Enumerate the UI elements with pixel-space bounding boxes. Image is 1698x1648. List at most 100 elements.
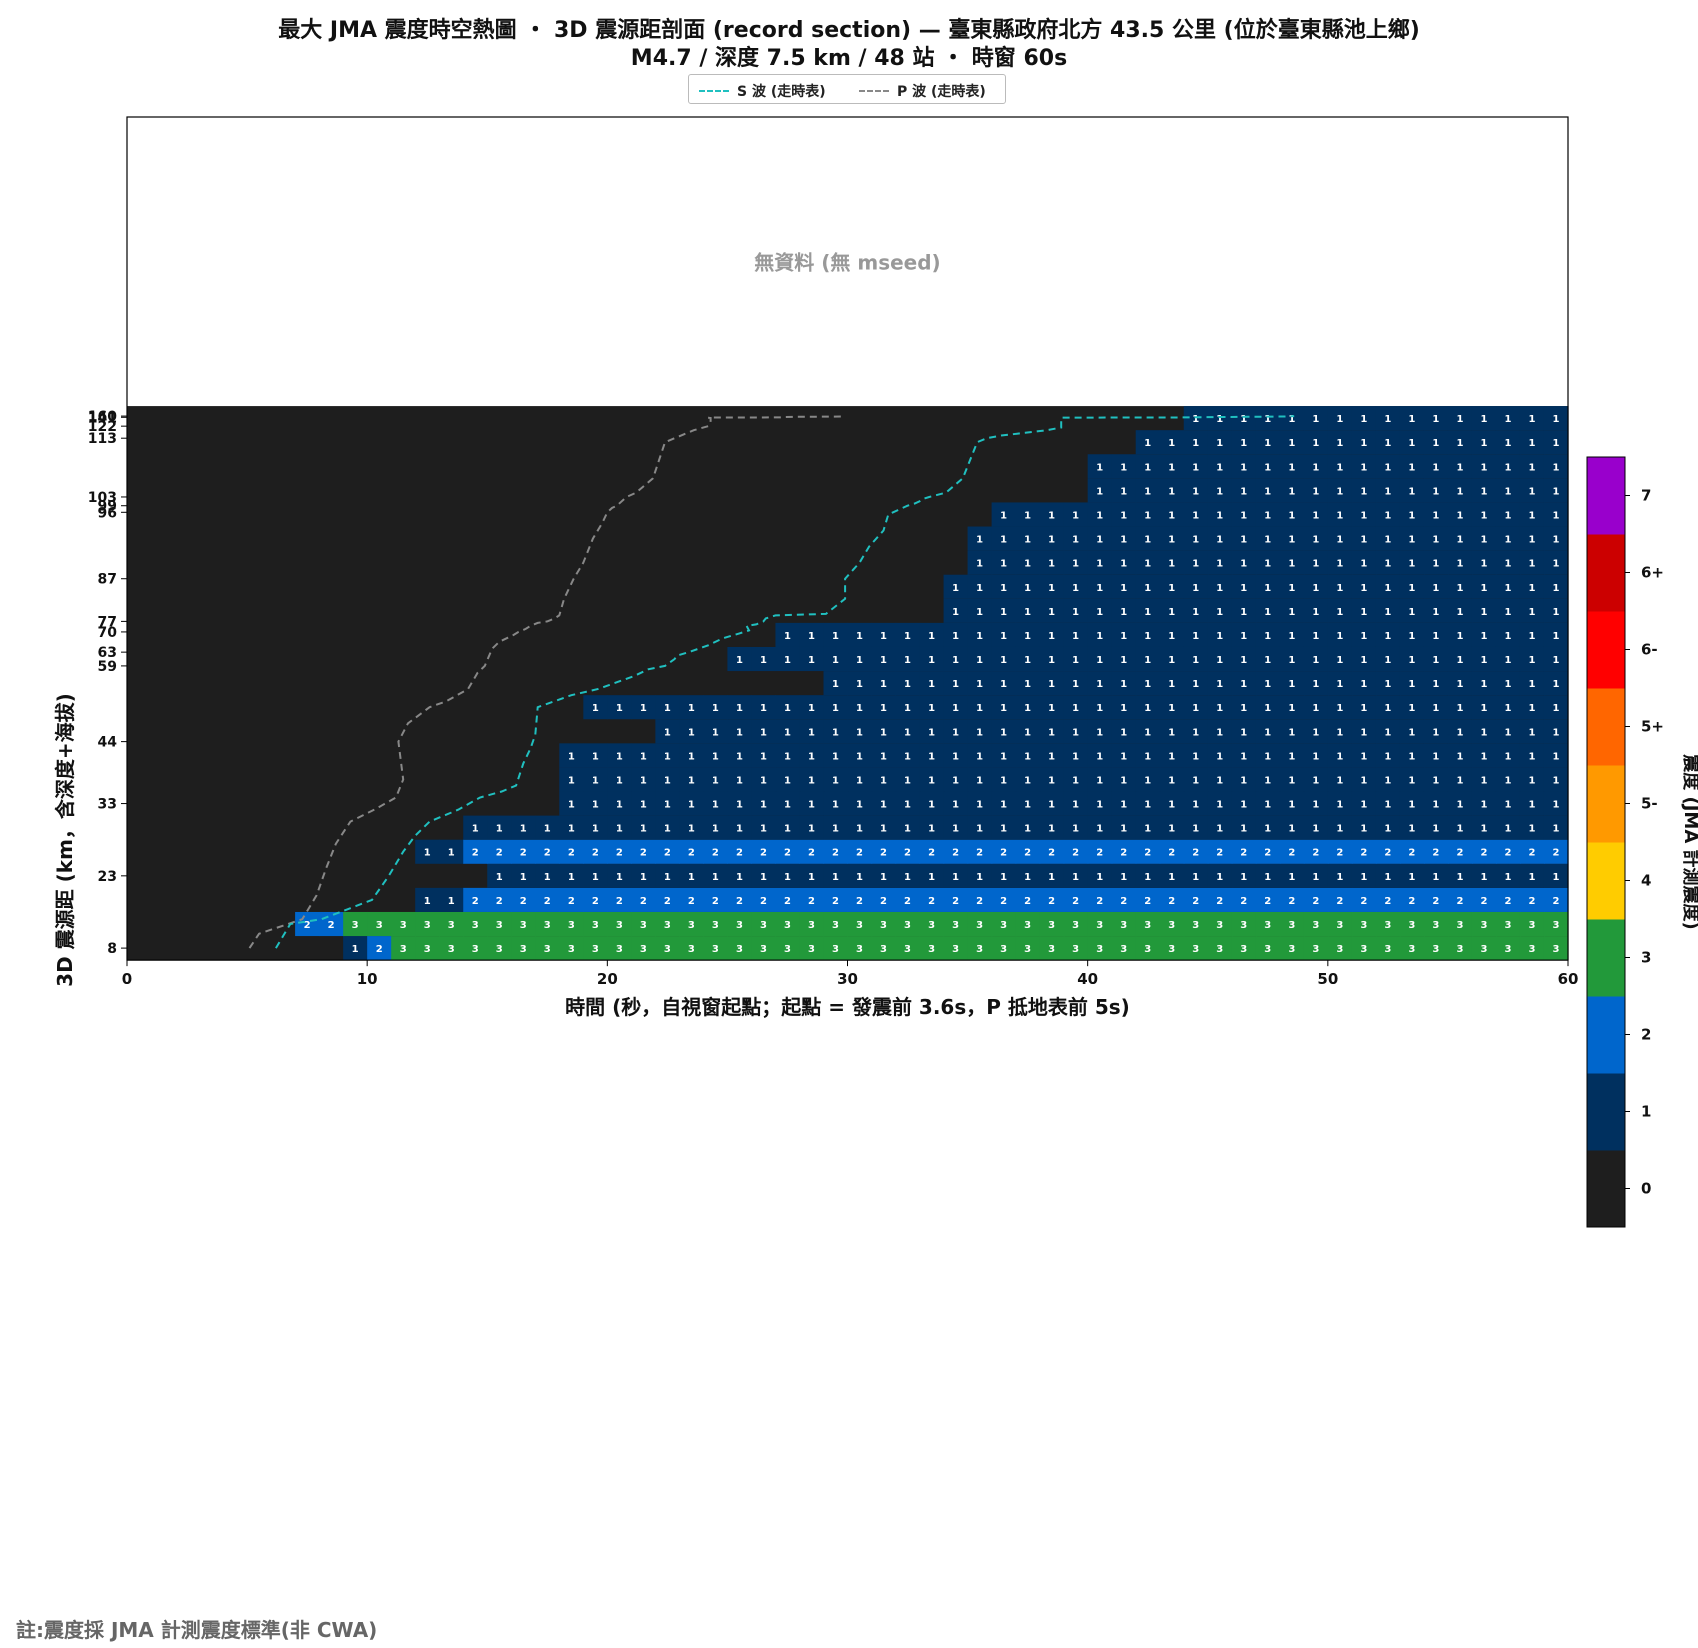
cell-label: 1 (1144, 510, 1151, 521)
heatmap-cell (1423, 839, 1449, 864)
heatmap-cell (1039, 502, 1065, 527)
heatmap-cell (679, 791, 704, 816)
cell-label: 2 (760, 848, 767, 859)
cell-label: 1 (1480, 438, 1487, 449)
heatmap-cell (1519, 622, 1545, 647)
cell-label: 1 (1024, 655, 1031, 666)
cell-label: 2 (1312, 848, 1319, 859)
cell-label: 1 (1360, 703, 1367, 714)
heatmap-cell (1351, 598, 1377, 623)
heatmap-cell (1327, 887, 1353, 912)
heatmap-cell (1351, 502, 1377, 527)
heatmap-cell (1327, 839, 1353, 864)
cell-label: 1 (1264, 535, 1271, 546)
cell-label: 1 (1528, 800, 1535, 811)
heatmap-cell (1351, 646, 1377, 672)
cell-label: 1 (1360, 751, 1367, 762)
heatmap-cell (991, 839, 1017, 864)
heatmap-cell (1087, 478, 1113, 503)
cell-label: 1 (1240, 535, 1247, 546)
cell-label: 1 (976, 751, 983, 762)
cell-label: 1 (1144, 486, 1151, 497)
x-tick-label: 0 (122, 970, 132, 988)
cell-label: 1 (976, 679, 983, 690)
cell-label: 1 (1432, 462, 1439, 473)
cell-label: 3 (808, 944, 815, 955)
heatmap-cell (1159, 502, 1185, 527)
heatmap-cell (1159, 815, 1185, 840)
heatmap-cell (1039, 815, 1065, 840)
cell-label: 1 (1000, 510, 1007, 521)
heatmap-cell (1543, 478, 1569, 503)
cell-label: 2 (592, 848, 599, 859)
cell-label: 1 (1144, 607, 1151, 618)
heatmap-cell (1255, 911, 1281, 937)
heatmap-cell (1255, 646, 1281, 672)
cell-label: 1 (1312, 775, 1319, 786)
heatmap-cell (1471, 454, 1497, 479)
cell-label: 2 (664, 896, 671, 907)
cell-label: 1 (1504, 824, 1511, 835)
colorbar-tick-label: 1 (1641, 1103, 1651, 1121)
cell-label: 1 (1288, 607, 1295, 618)
heatmap-cell (1375, 839, 1401, 864)
heatmap-cell (1063, 839, 1089, 864)
cell-label: 2 (1528, 896, 1535, 907)
cell-label: 3 (952, 944, 959, 955)
heatmap-cell (1423, 936, 1449, 961)
heatmap-cell (967, 622, 993, 647)
heatmap-cell (1231, 598, 1257, 623)
cell-label: 2 (1336, 848, 1343, 859)
heatmap-cell (823, 936, 849, 961)
heatmap-cell (703, 911, 729, 937)
footnote: 註:震度採 JMA 計測震度標準(非 CWA) (16, 1618, 378, 1642)
heatmap-cell (1015, 911, 1041, 937)
cell-label: 1 (1096, 607, 1103, 618)
heatmap-cell (943, 936, 969, 961)
cell-label: 1 (1312, 751, 1319, 762)
cell-label: 2 (712, 848, 719, 859)
heatmap-cell (967, 719, 993, 744)
heatmap-cell (1423, 671, 1449, 696)
cell-label: 2 (1024, 848, 1031, 859)
cell-label: 1 (1120, 486, 1127, 497)
heatmap-cell (847, 936, 873, 961)
heatmap-cell (1375, 502, 1401, 527)
cell-label: 2 (304, 920, 311, 931)
heatmap-cell (1111, 550, 1137, 575)
cell-label: 1 (544, 872, 551, 883)
heatmap-cell (679, 695, 704, 720)
cell-label: 3 (976, 944, 983, 955)
cell-label: 1 (1553, 438, 1560, 449)
colorbar-tick-label: 4 (1641, 872, 1651, 890)
cell-label: 3 (1432, 920, 1439, 931)
heatmap-cell (1255, 815, 1281, 840)
cell-label: 1 (1120, 703, 1127, 714)
cell-label: 1 (1024, 824, 1031, 835)
y-tick-label: 59 (98, 659, 117, 675)
cell-label: 1 (1360, 655, 1367, 666)
cell-label: 1 (1024, 559, 1031, 570)
heatmap-cell (1207, 863, 1233, 888)
heatmap-cell (1447, 646, 1473, 672)
colorbar-tick-label: 6- (1641, 641, 1658, 659)
y-tick-label: 8 (107, 941, 117, 957)
cell-label: 1 (1264, 438, 1271, 449)
heatmap-cell (847, 839, 873, 864)
heatmap-cell (1543, 791, 1569, 816)
cell-label: 1 (1048, 510, 1055, 521)
heatmap-cell (1375, 550, 1401, 575)
heatmap-cell (1231, 863, 1257, 888)
heatmap-cell (1255, 502, 1281, 527)
heatmap-cell (775, 743, 801, 768)
heatmap-cell (583, 791, 608, 816)
cell-label: 2 (376, 944, 383, 955)
cell-label: 1 (880, 655, 887, 666)
heatmap-cell (1495, 695, 1521, 720)
heatmap-cell (487, 887, 512, 912)
heatmap-cell (1423, 646, 1449, 672)
heatmap-cell (1207, 478, 1233, 503)
heatmap-cell (799, 815, 825, 840)
heatmap-cell (607, 743, 632, 768)
heatmap-cell (1279, 406, 1305, 431)
